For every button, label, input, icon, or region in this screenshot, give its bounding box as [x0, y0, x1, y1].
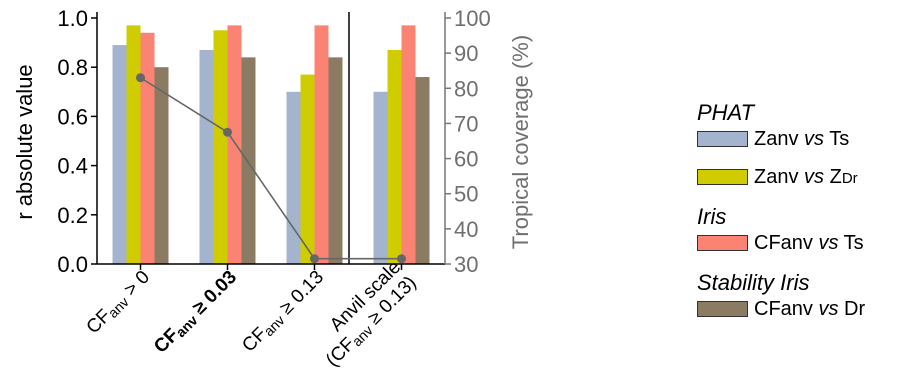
bar [328, 57, 343, 264]
category-label: CFanv ≥ 0.03 [150, 267, 242, 359]
coverage-point [223, 127, 232, 137]
bar [387, 49, 402, 265]
category-label: CFanv ≥ 0.13 [238, 267, 328, 357]
bar [126, 25, 141, 264]
y-tick-label: 0.4 [57, 154, 88, 179]
bar [373, 91, 388, 264]
y-tick-label: 0.6 [57, 104, 88, 129]
y-tick-label: 0.8 [57, 55, 88, 80]
bar-chart: 0.0 0.2 0.4 0.6 0.8 1.0 30 40 50 60 70 80 90 100 CFa… [12, 6, 533, 371]
legend-item: Zanv vs Ts [697, 126, 924, 152]
y-tick-labels: 0.0 0.2 0.4 0.6 0.8 1.0 [57, 6, 88, 277]
legend-group-title: Stability Iris [697, 270, 810, 295]
category-label: CFanv > 0 [83, 267, 155, 339]
legend-label: Zanv vs Ts [754, 127, 850, 150]
legend-group-title: PHAT [697, 100, 755, 125]
legend-label: CFanv vs Ts [754, 231, 864, 254]
legend-swatch [697, 169, 748, 185]
y2-axis-label: Tropical coverage (%) [508, 35, 533, 249]
legend-item: Zanv vs ZDr [697, 164, 924, 190]
coverage-point [397, 254, 406, 264]
legend-swatch [697, 301, 748, 317]
bar [241, 57, 256, 264]
y-axis-label: r absolute value [12, 64, 37, 219]
category-label: Anvil scale(CFanv ≥ 0.13) [322, 257, 421, 371]
legend-swatch [697, 131, 748, 147]
legend: PHAT Zanv vs Ts Zanv vs ZDr Iris CFanv vs Ts… [697, 100, 924, 334]
category-label-text: CFanv > 0 [83, 267, 155, 339]
y2-tick-label: 40 [454, 217, 478, 242]
bar [199, 49, 214, 265]
legend-label: Zanv vs ZDr [754, 165, 858, 188]
coverage-line [140, 77, 402, 260]
bar [140, 32, 155, 265]
y2-tick-label: 30 [454, 252, 478, 277]
coverage-point [310, 254, 319, 264]
bars-group [112, 25, 430, 265]
y2-tick-labels: 30 40 50 60 70 80 90 100 [454, 6, 491, 277]
axes-frame [91, 12, 451, 270]
bar [112, 45, 127, 265]
legend-label: CFanv vs Dr [754, 297, 866, 320]
category-label-text: CFanv ≥ 0.13 [238, 267, 328, 357]
legend-item: CFanv vs Dr [697, 296, 924, 322]
bar [213, 30, 228, 264]
coverage-point [136, 73, 145, 83]
y-tick-label: 1.0 [57, 6, 88, 31]
coverage-line-group [136, 73, 406, 264]
bar [227, 25, 242, 264]
legend-item: CFanv vs Ts [697, 230, 924, 256]
bar [415, 77, 430, 264]
y2-tick-label: 60 [454, 147, 478, 172]
legend-swatch [697, 235, 748, 251]
y2-tick-label: 50 [454, 182, 478, 207]
category-label-text: CFanv ≥ 0.03 [150, 267, 242, 359]
y2-tick-label: 70 [454, 111, 478, 136]
y-tick-label: 0.2 [57, 203, 88, 228]
y2-tick-label: 90 [454, 41, 478, 66]
legend-group-title: Iris [697, 204, 727, 229]
bar [154, 67, 169, 264]
y2-tick-label: 100 [454, 6, 491, 31]
bar [314, 25, 329, 264]
bar [300, 74, 315, 264]
y-tick-label: 0.0 [57, 252, 88, 277]
bar [286, 91, 301, 264]
y2-tick-label: 80 [454, 76, 478, 101]
bar [401, 25, 416, 264]
